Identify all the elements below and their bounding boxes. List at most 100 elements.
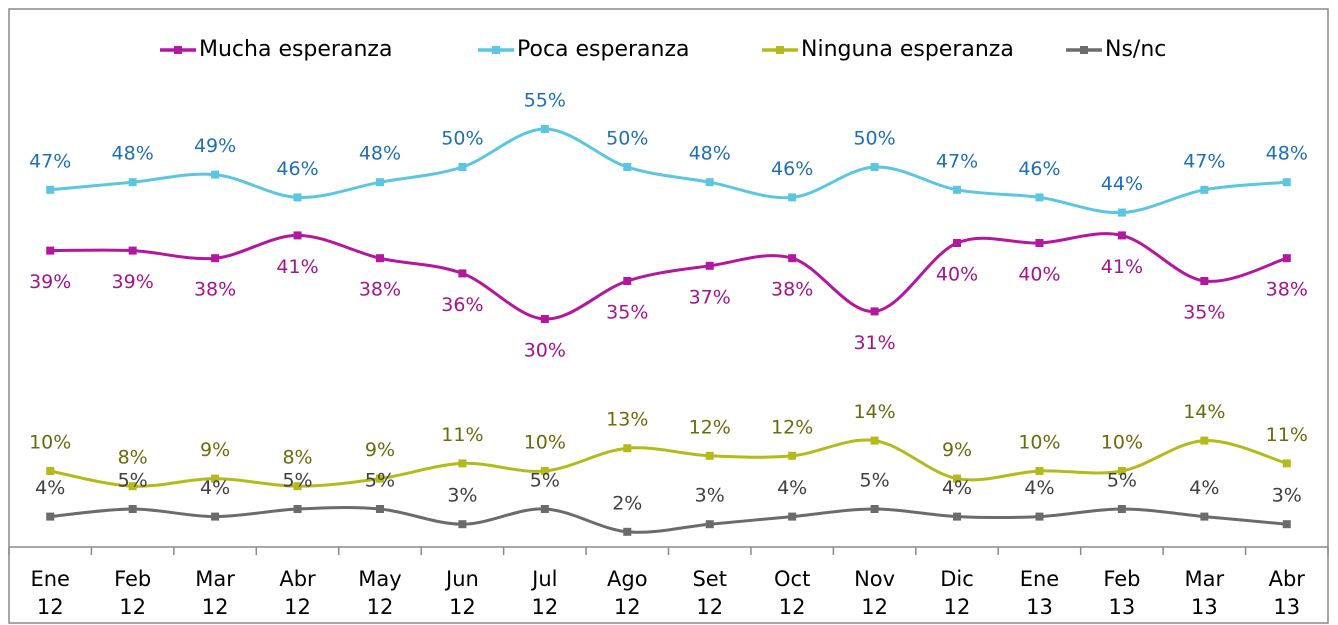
point-marker <box>211 474 220 483</box>
point-marker <box>293 505 302 513</box>
point-marker <box>293 482 302 491</box>
point-marker <box>46 246 55 255</box>
x-tick-label-line: Oct <box>774 567 810 591</box>
data-label: 10% <box>1101 432 1143 454</box>
x-tick-label-line: Feb <box>114 567 151 591</box>
point-marker <box>1035 512 1044 521</box>
data-label: 41% <box>276 256 318 278</box>
data-label: 4% <box>1024 477 1054 499</box>
data-label: 14% <box>853 401 895 423</box>
data-label: 4% <box>200 477 230 499</box>
data-label: 38% <box>359 279 401 301</box>
data-label: 12% <box>771 416 813 438</box>
data-label: 11% <box>1266 424 1308 446</box>
point-marker <box>705 261 714 270</box>
x-tick-label-line: 12 <box>367 595 394 619</box>
point-marker <box>540 505 549 513</box>
data-label: 12% <box>689 416 731 438</box>
x-tick-label-line: Ago <box>607 567 648 591</box>
point-marker <box>870 505 879 513</box>
data-label: 39% <box>29 271 71 293</box>
data-label: 48% <box>1266 143 1308 165</box>
point-marker <box>1200 436 1209 445</box>
x-tick-label: Ene 12 <box>30 567 70 619</box>
data-label: 39% <box>112 271 154 293</box>
point-marker <box>293 231 302 240</box>
data-label: 48% <box>689 143 731 165</box>
data-label: 3% <box>695 485 725 507</box>
data-label: 40% <box>936 264 978 286</box>
x-tick-label-line: 12 <box>696 595 723 619</box>
data-label: 46% <box>771 158 813 180</box>
x-tick-label: Mar 12 <box>195 567 235 619</box>
x-tick-label-line: Nov <box>854 567 895 591</box>
point-marker <box>1117 505 1126 513</box>
legend-marker <box>492 46 500 54</box>
point-marker <box>458 520 467 529</box>
data-label: 9% <box>942 439 972 461</box>
data-label: 4% <box>1189 477 1219 499</box>
data-label: 4% <box>942 477 972 499</box>
data-label: 37% <box>689 286 731 308</box>
x-tick-label: Ene 13 <box>1020 567 1060 619</box>
chart-frame <box>8 8 1329 624</box>
data-label: 8% <box>282 447 312 469</box>
data-label: 11% <box>441 424 483 446</box>
x-tick-label-line: Ene <box>1020 567 1060 591</box>
point-marker <box>1200 512 1209 521</box>
point-marker <box>46 512 55 521</box>
x-tick-label: Feb 13 <box>1103 567 1140 619</box>
point-marker <box>1282 178 1291 187</box>
point-marker <box>870 436 879 445</box>
x-tick-label-line: Dic <box>940 567 974 591</box>
legend-label: Ninguna esperanza <box>801 37 1014 62</box>
point-marker <box>1117 231 1126 240</box>
point-marker <box>953 474 962 483</box>
legend-marker <box>1080 46 1088 54</box>
x-tick-label-line: 12 <box>284 595 311 619</box>
data-label: 36% <box>441 294 483 316</box>
x-tick-label: Nov 12 <box>854 567 895 619</box>
data-label: 10% <box>1018 432 1060 454</box>
data-label: 50% <box>853 128 895 150</box>
data-label: 5% <box>860 470 890 492</box>
data-label: 2% <box>612 492 642 514</box>
x-tick-label: Dic 12 <box>940 567 974 619</box>
x-tick-label-line: 12 <box>614 595 641 619</box>
data-label: 10% <box>524 432 566 454</box>
x-tick-label-line: Feb <box>1103 567 1140 591</box>
x-tick-label-line: 12 <box>449 595 476 619</box>
x-tick-label: Abr 12 <box>279 567 316 619</box>
legend-marker <box>776 46 784 54</box>
point-marker <box>128 246 137 255</box>
point-marker <box>1117 467 1126 475</box>
point-marker <box>458 163 467 171</box>
data-label: 48% <box>112 143 154 165</box>
data-label: 4% <box>777 477 807 499</box>
point-marker <box>46 467 55 475</box>
point-marker <box>953 239 962 247</box>
point-marker <box>458 459 467 468</box>
data-label: 47% <box>1183 150 1225 172</box>
point-marker <box>1282 459 1291 468</box>
x-tick-label-line: Jul <box>530 567 557 591</box>
point-marker <box>623 444 632 453</box>
point-marker <box>458 269 467 278</box>
point-marker <box>375 505 384 513</box>
data-label: 35% <box>606 302 648 324</box>
point-marker <box>211 170 220 179</box>
x-tick-label-line: 12 <box>119 595 146 619</box>
x-tick-label: Ago 12 <box>607 567 648 619</box>
data-label: 46% <box>1018 158 1060 180</box>
data-label: 38% <box>194 279 236 301</box>
data-label: 3% <box>447 485 477 507</box>
data-label: 38% <box>771 279 813 301</box>
data-label: 50% <box>441 128 483 150</box>
point-marker <box>953 185 962 194</box>
data-label: 8% <box>118 447 148 469</box>
x-tick-label: Feb 12 <box>114 567 151 619</box>
x-tick-label: Oct 12 <box>774 567 810 619</box>
x-tick-label: May 12 <box>358 567 401 619</box>
point-marker <box>1282 254 1291 263</box>
point-marker <box>375 474 384 483</box>
